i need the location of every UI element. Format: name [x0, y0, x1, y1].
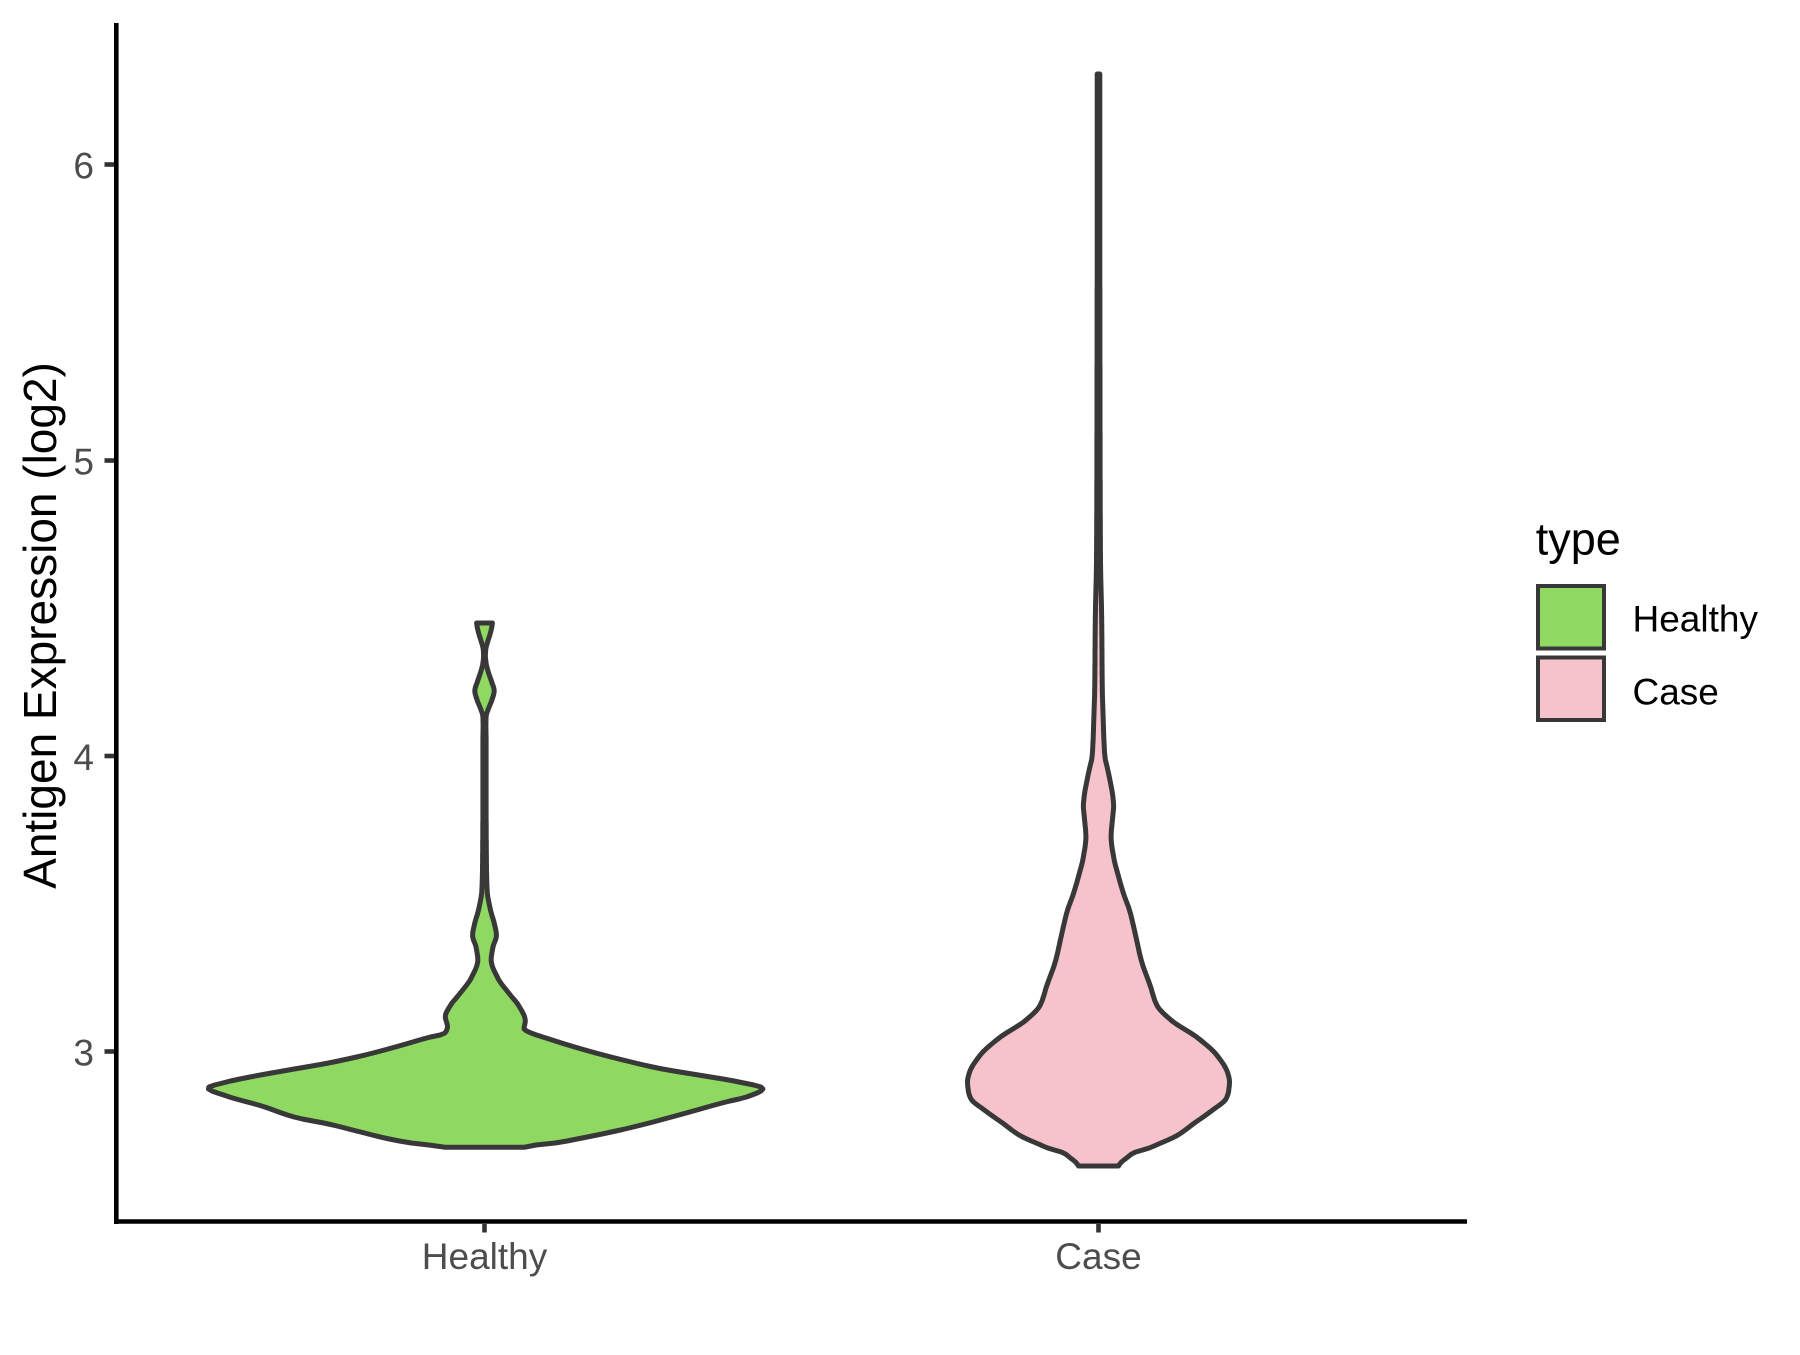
svg-text:6: 6 [73, 146, 94, 187]
svg-text:5: 5 [73, 442, 94, 483]
svg-text:4: 4 [73, 737, 94, 778]
svg-text:type: type [1536, 514, 1621, 565]
svg-text:3: 3 [73, 1033, 94, 1074]
svg-text:Healthy: Healthy [422, 1236, 548, 1277]
svg-text:Case: Case [1055, 1236, 1141, 1277]
svg-text:Healthy: Healthy [1633, 599, 1759, 640]
svg-text:Antigen Expression (log2): Antigen Expression (log2) [14, 362, 66, 889]
svg-text:Case: Case [1633, 672, 1719, 713]
